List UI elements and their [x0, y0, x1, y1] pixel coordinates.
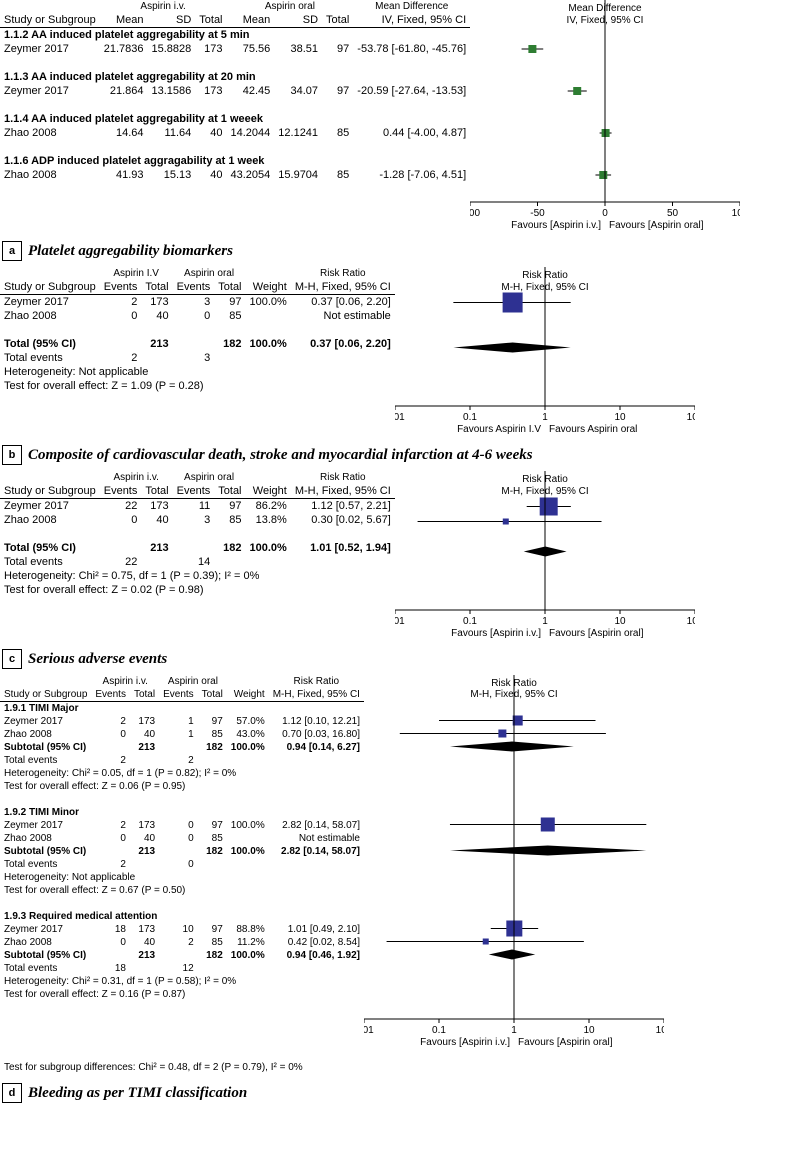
svg-text:Favours [Aspirin oral]: Favours [Aspirin oral] [518, 1037, 613, 1048]
svg-text:1: 1 [542, 616, 548, 627]
svg-text:Favours [Aspirin i.v.]: Favours [Aspirin i.v.] [420, 1037, 510, 1048]
panel-a: Aspirin i.v.Aspirin oralMean DifferenceS… [0, 0, 798, 267]
svg-text:10: 10 [583, 1025, 595, 1036]
svg-text:0: 0 [602, 208, 608, 219]
svg-text:Favours [Aspirin i.v.]: Favours [Aspirin i.v.] [451, 628, 541, 639]
svg-text:0.1: 0.1 [432, 1025, 446, 1036]
svg-text:0.1: 0.1 [463, 412, 477, 423]
svg-text:Favours [Aspirin i.v.]: Favours [Aspirin i.v.] [511, 220, 601, 231]
svg-text:0.01: 0.01 [364, 1025, 374, 1036]
svg-text:-50: -50 [530, 208, 545, 219]
svg-text:0.01: 0.01 [395, 616, 405, 627]
svg-text:100: 100 [686, 616, 694, 627]
panel-c: Aspirin i.v.Aspirin oralRisk RatioStudy … [0, 471, 798, 675]
svg-text:Favours [Aspirin oral]: Favours [Aspirin oral] [549, 628, 644, 639]
svg-text:100: 100 [732, 208, 740, 219]
panel-d: Aspirin i.v.Aspirin oralRisk RatioStudy … [0, 675, 798, 1109]
svg-text:-100: -100 [470, 208, 480, 219]
svg-text:50: 50 [667, 208, 679, 219]
panel-b: Aspirin I.VAspirin oralRisk RatioStudy o… [0, 267, 798, 471]
svg-text:Favours [Aspirin oral]: Favours [Aspirin oral] [609, 220, 704, 231]
svg-text:10: 10 [614, 616, 626, 627]
svg-text:100: 100 [686, 412, 694, 423]
svg-text:Favours Aspirin oral: Favours Aspirin oral [549, 424, 637, 435]
svg-text:1: 1 [511, 1025, 517, 1036]
svg-text:1: 1 [542, 412, 548, 423]
svg-text:10: 10 [614, 412, 626, 423]
svg-text:Favours Aspirin I.V: Favours Aspirin I.V [457, 424, 541, 435]
svg-text:100: 100 [656, 1025, 664, 1036]
svg-text:0.1: 0.1 [463, 616, 477, 627]
svg-text:0.01: 0.01 [395, 412, 405, 423]
